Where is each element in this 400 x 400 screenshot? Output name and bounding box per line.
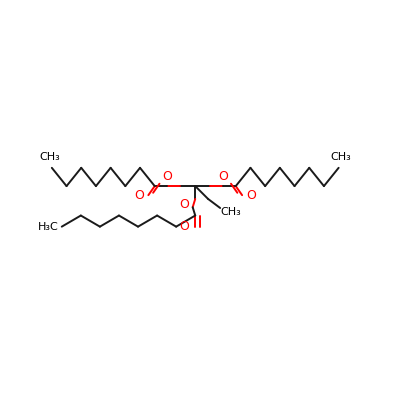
Text: CH₃: CH₃ — [220, 207, 241, 217]
Text: O: O — [218, 170, 228, 183]
Text: O: O — [179, 198, 189, 210]
Text: CH₃: CH₃ — [330, 152, 351, 162]
Text: H₃C: H₃C — [38, 222, 59, 232]
Text: O: O — [179, 220, 189, 233]
Text: O: O — [246, 189, 256, 202]
Text: CH₃: CH₃ — [40, 152, 60, 162]
Text: O: O — [162, 170, 172, 183]
Text: O: O — [135, 189, 144, 202]
